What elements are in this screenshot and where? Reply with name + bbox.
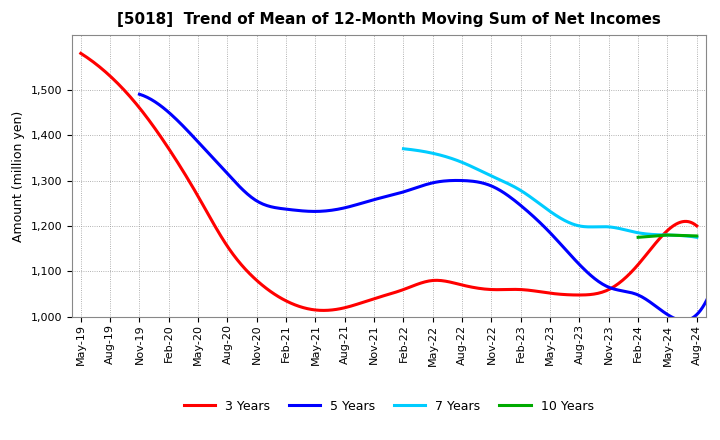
3 Years — [598, 290, 606, 295]
5 Years — [137, 92, 145, 98]
Line: 3 Years: 3 Years — [81, 53, 697, 310]
5 Years — [667, 314, 675, 319]
Line: 10 Years: 10 Years — [638, 235, 697, 237]
5 Years — [135, 92, 144, 97]
5 Years — [485, 182, 493, 187]
5 Years — [679, 318, 688, 323]
5 Years — [482, 182, 491, 187]
7 Years — [693, 235, 701, 240]
5 Years — [494, 187, 503, 192]
3 Years — [76, 51, 85, 56]
7 Years — [647, 232, 655, 237]
7 Years — [399, 146, 408, 151]
Line: 7 Years: 7 Years — [403, 149, 697, 237]
3 Years — [78, 52, 87, 57]
7 Years — [573, 223, 582, 228]
Legend: 3 Years, 5 Years, 7 Years, 10 Years: 3 Years, 5 Years, 7 Years, 10 Years — [179, 395, 598, 418]
Y-axis label: Amount (million yen): Amount (million yen) — [12, 110, 25, 242]
3 Years — [456, 282, 464, 287]
10 Years — [663, 232, 672, 238]
3 Years — [320, 308, 328, 313]
7 Years — [400, 146, 409, 151]
3 Years — [445, 279, 454, 285]
3 Years — [693, 224, 701, 229]
5 Years — [629, 291, 638, 296]
3 Years — [444, 279, 452, 284]
3 Years — [637, 258, 646, 264]
7 Years — [579, 224, 588, 229]
7 Years — [574, 223, 582, 228]
7 Years — [665, 232, 674, 238]
10 Years — [693, 233, 701, 238]
Line: 5 Years: 5 Years — [140, 94, 720, 320]
10 Years — [634, 235, 642, 240]
Title: [5018]  Trend of Mean of 12-Month Moving Sum of Net Incomes: [5018] Trend of Mean of 12-Month Moving … — [117, 12, 661, 27]
